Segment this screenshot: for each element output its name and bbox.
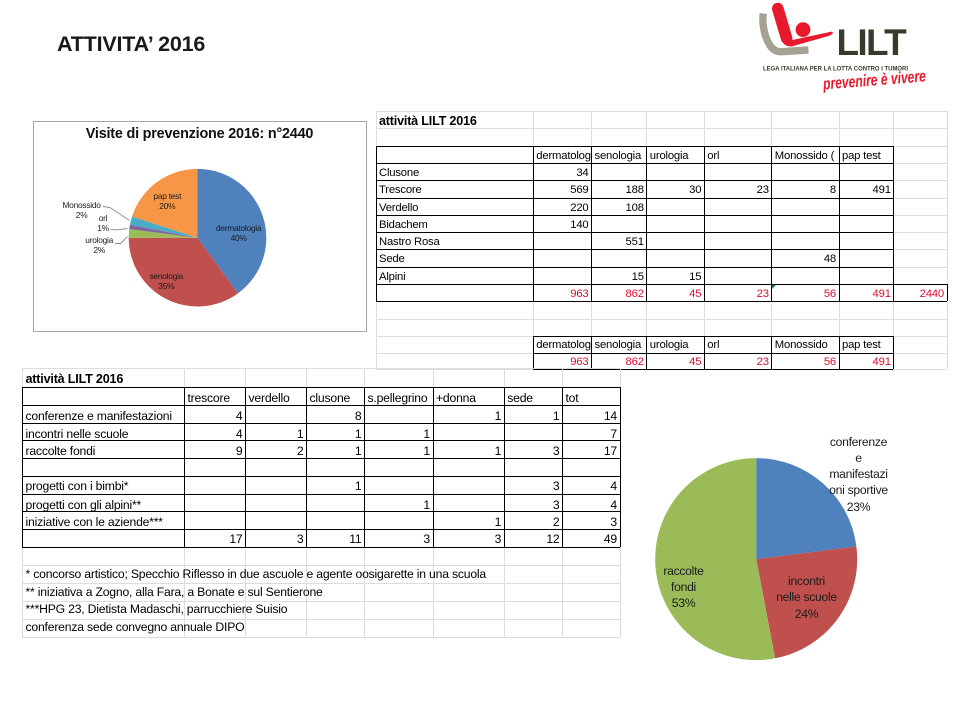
svg-text:LILT: LILT <box>837 22 908 63</box>
svg-text:LEGA ITALIANA PER LA LOTTA CON: LEGA ITALIANA PER LA LOTTA CONTRO I TUMO… <box>763 66 908 73</box>
